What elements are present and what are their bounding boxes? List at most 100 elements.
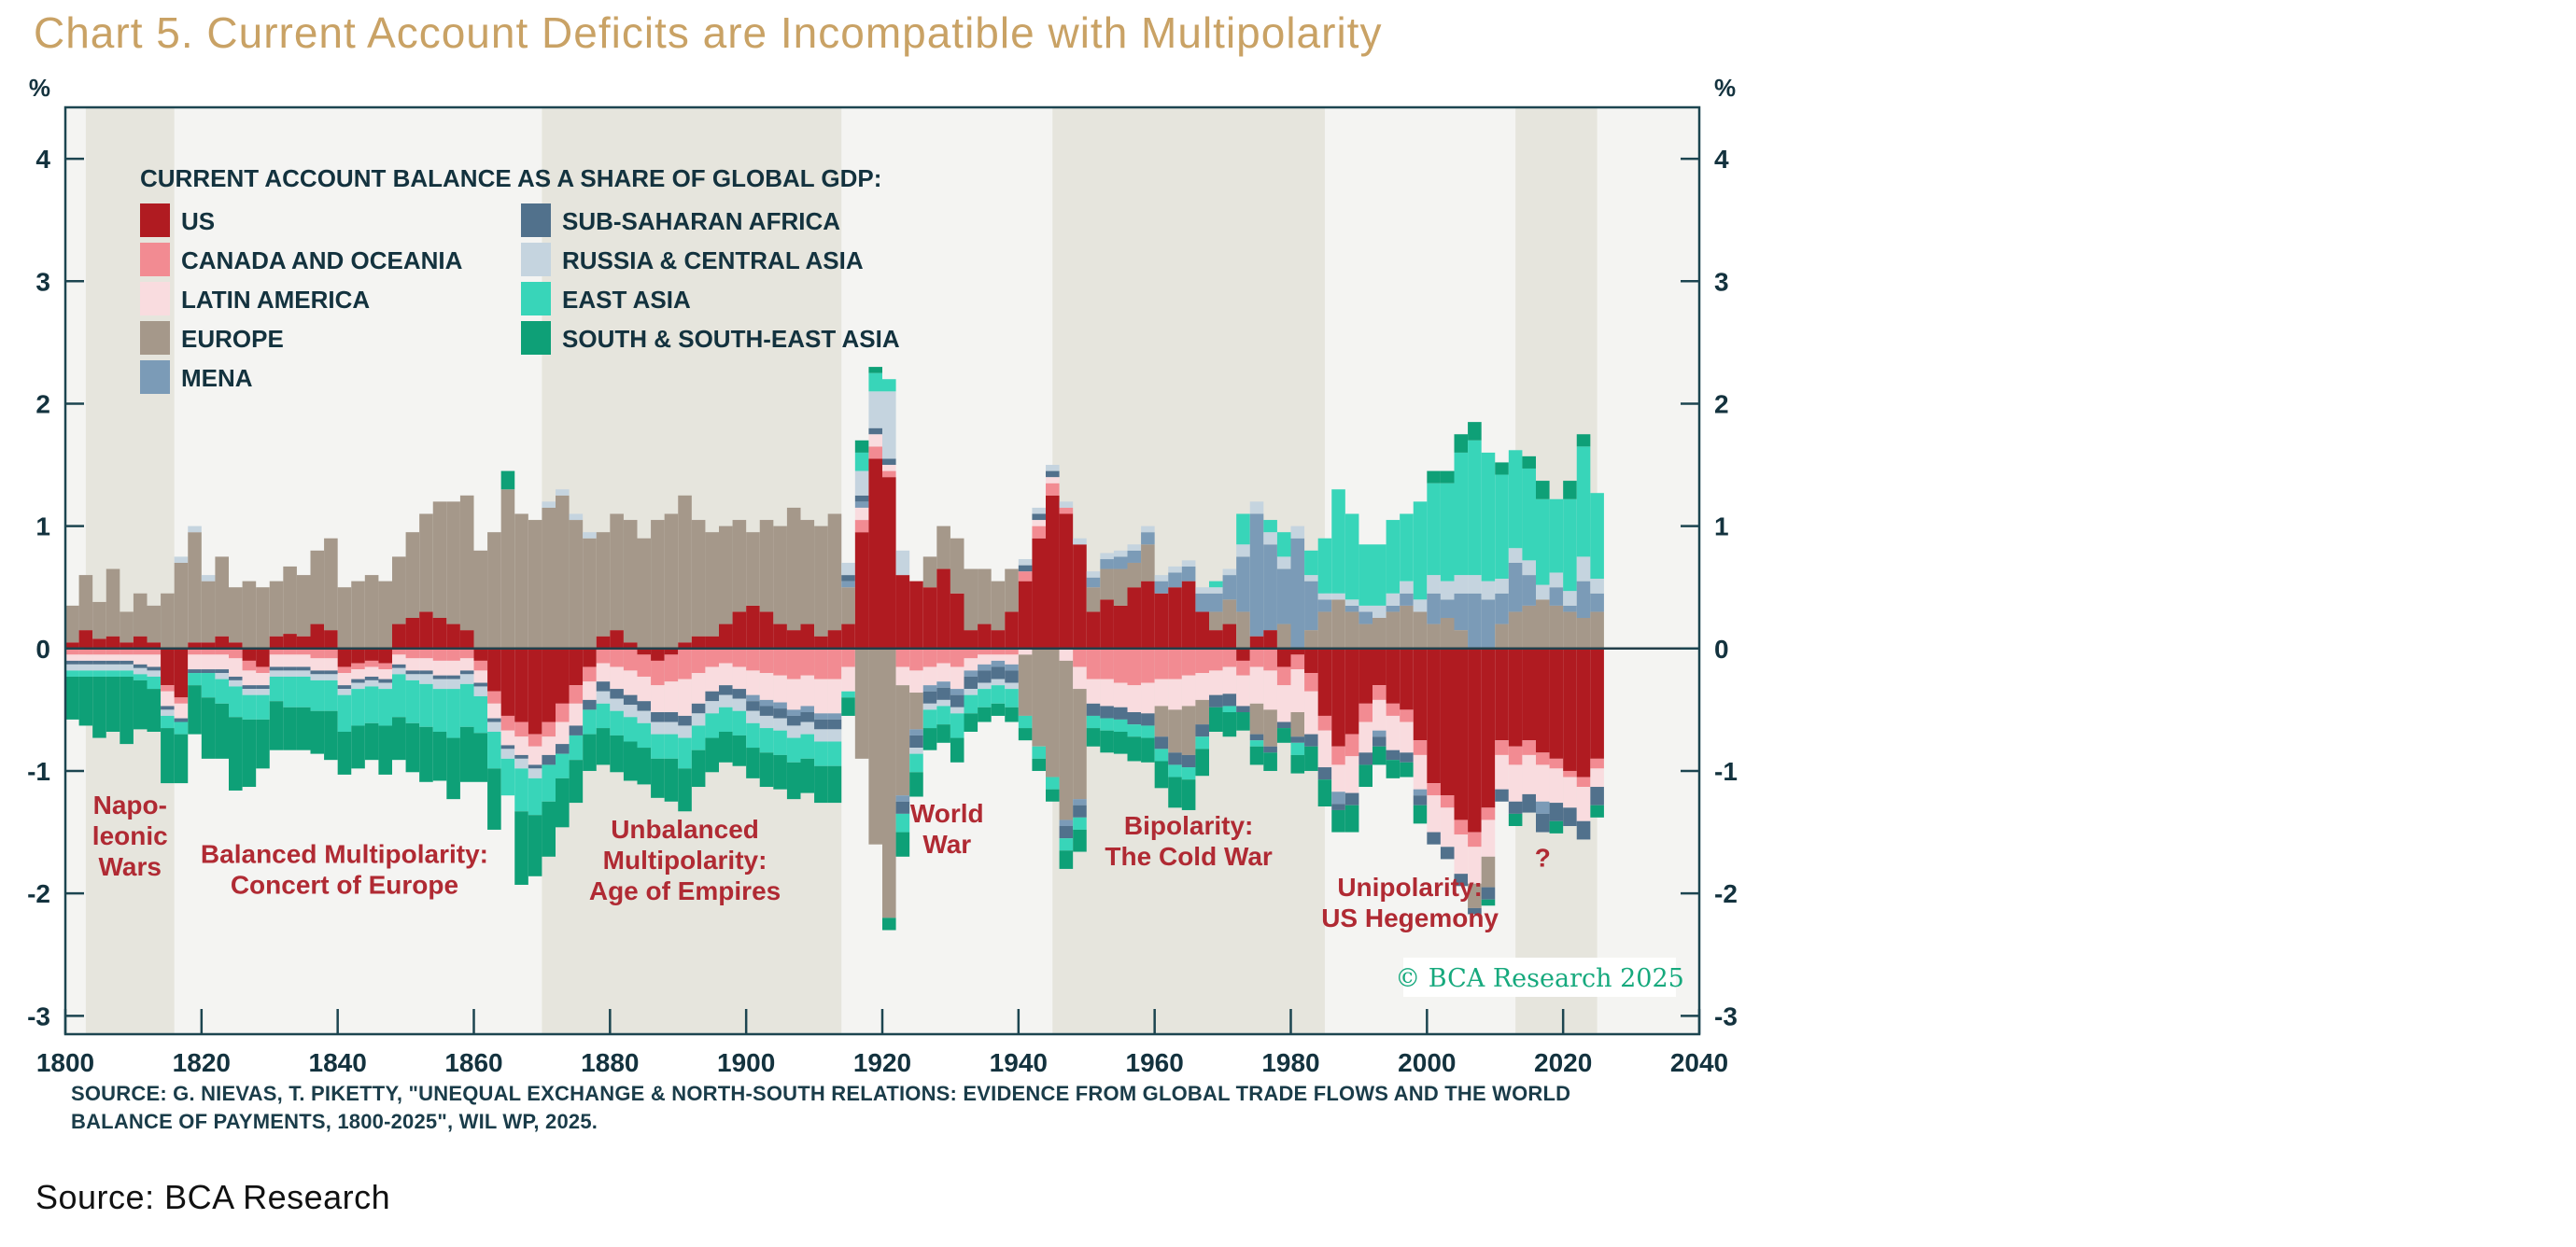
bar-segment — [1276, 648, 1291, 667]
bar-segment — [1249, 501, 1264, 514]
bar-segment — [283, 707, 297, 750]
bar-segment — [991, 666, 1006, 680]
bar-segment — [800, 675, 815, 707]
bar-segment — [133, 593, 148, 637]
bar-segment — [691, 636, 706, 649]
bar-segment — [895, 685, 910, 796]
x-tick-label: 2000 — [1398, 1048, 1456, 1077]
bar-segment — [678, 737, 692, 769]
bar-segment — [514, 513, 528, 649]
bar-segment — [746, 748, 760, 778]
bar-segment — [1427, 648, 1441, 784]
bar-segment — [664, 712, 679, 722]
bar-segment — [514, 768, 528, 812]
bar-segment — [623, 694, 638, 706]
bar-segment — [432, 689, 447, 732]
bar-segment — [651, 758, 665, 798]
bar-segment — [800, 712, 815, 722]
bar-segment — [814, 741, 828, 766]
bar-segment — [596, 681, 611, 692]
bar-segment — [868, 648, 882, 845]
bar-segment — [964, 648, 978, 659]
bar-segment — [229, 686, 243, 718]
bar-segment — [378, 689, 392, 726]
bar-segment — [459, 658, 474, 671]
bar-segment — [174, 697, 189, 704]
bar-segment — [1086, 728, 1101, 747]
bar-segment — [1154, 749, 1169, 762]
bar-segment — [895, 550, 910, 576]
bar-segment — [1209, 707, 1223, 732]
bar-segment — [1358, 611, 1372, 624]
bar-segment — [310, 680, 325, 711]
bar-segment — [296, 670, 311, 677]
bar-segment — [651, 734, 665, 759]
bar-segment — [1576, 787, 1591, 821]
bar-segment — [1495, 740, 1509, 755]
bar-segment — [1141, 737, 1155, 763]
bar-segment — [542, 754, 556, 765]
bar-segment — [1276, 685, 1291, 722]
bar-segment — [569, 735, 584, 761]
bar-segment — [841, 624, 855, 649]
bar-segment — [1127, 685, 1142, 713]
bar-segment — [1344, 734, 1359, 757]
bar-segment — [705, 636, 719, 649]
bar-segment — [841, 691, 855, 698]
bar-segment — [459, 495, 474, 631]
bar-segment — [392, 556, 406, 624]
bar-segment — [1032, 507, 1046, 514]
bar-segment — [106, 568, 120, 637]
bar-segment — [1290, 648, 1305, 655]
bar-segment — [964, 568, 978, 631]
bar-segment — [1209, 670, 1223, 695]
bar-segment — [827, 719, 842, 730]
bar-segment — [1236, 556, 1250, 612]
bar-segment — [269, 654, 284, 667]
bar-segment — [92, 638, 106, 649]
bar-segment — [623, 717, 638, 742]
bar-segment — [1317, 779, 1332, 807]
bar-segment — [950, 713, 964, 738]
bar-segment — [229, 680, 243, 687]
bar-segment — [1590, 579, 1604, 594]
bar-segment — [1263, 752, 1277, 771]
bar-segment — [283, 654, 297, 667]
bar-segment — [378, 682, 392, 690]
bar-segment — [1209, 694, 1223, 708]
bar-segment — [310, 550, 325, 624]
bar-segment — [922, 691, 937, 704]
bar-segment — [1413, 611, 1428, 649]
bar-segment — [569, 760, 584, 804]
bar-segment — [256, 689, 270, 695]
bar-segment — [65, 642, 79, 649]
bar-segment — [65, 670, 79, 677]
legend-label: RUSSIA & CENTRAL ASIA — [562, 246, 864, 274]
bar-segment — [405, 658, 420, 671]
bar-segment — [773, 718, 787, 731]
bar-segment — [1168, 572, 1182, 588]
bar-segment — [1317, 715, 1332, 731]
bar-segment — [1249, 513, 1264, 637]
bar-segment — [1440, 847, 1455, 860]
y-tick-label: -3 — [1714, 1002, 1738, 1030]
bar-segment — [296, 575, 311, 637]
bar-segment — [392, 674, 406, 718]
bar-segment — [882, 391, 896, 459]
bar-segment — [950, 648, 964, 667]
bar-segment — [120, 670, 134, 677]
bar-segment — [1046, 483, 1060, 496]
bar-segment — [419, 674, 433, 684]
bar-segment — [120, 676, 134, 745]
bar-segment — [1304, 575, 1318, 581]
bar-segment — [528, 778, 542, 816]
bar-segment — [651, 520, 665, 649]
bar-segment — [610, 710, 624, 736]
bar-segment — [201, 654, 216, 670]
y-tick-label: 0 — [35, 635, 50, 664]
y-tick-label: 1 — [1714, 512, 1729, 541]
bar-segment — [1154, 648, 1169, 680]
bar-segment — [705, 701, 719, 714]
bar-segment — [1400, 722, 1414, 753]
